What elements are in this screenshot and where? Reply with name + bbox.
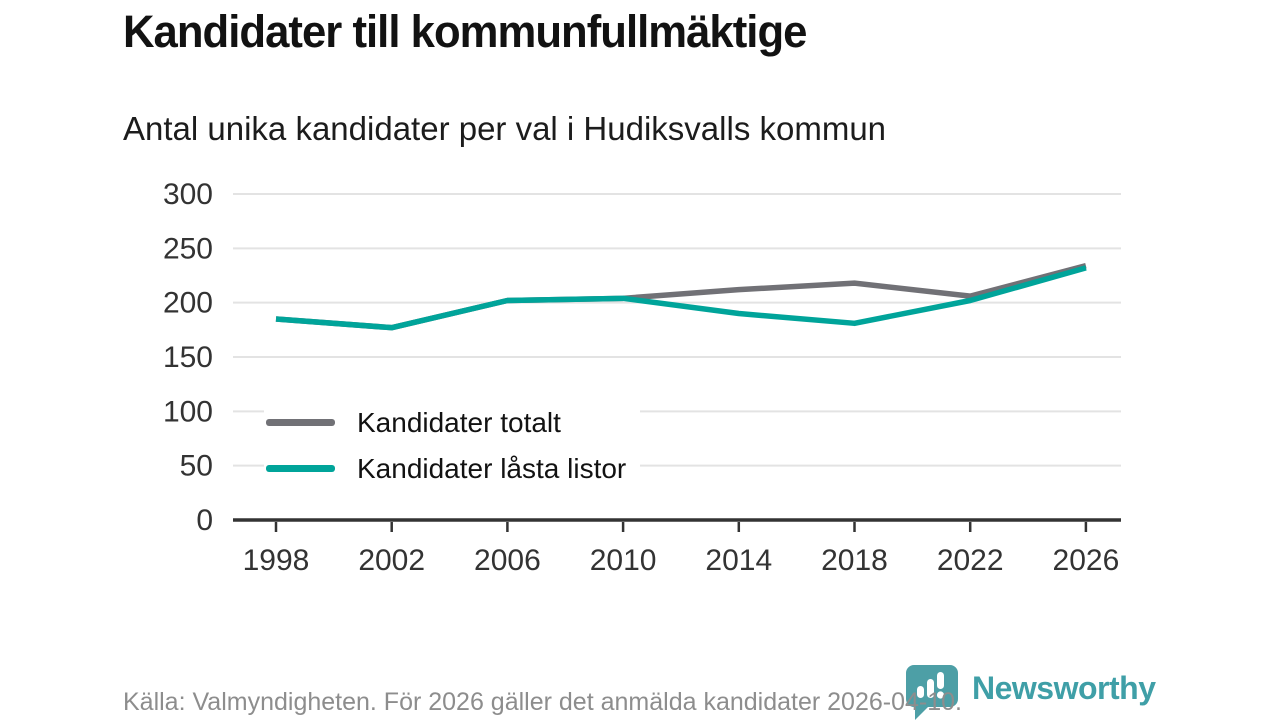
series-line-1	[275, 265, 1087, 331]
legend-label-total: Kandidater totalt	[357, 406, 561, 438]
series-line-0	[275, 263, 1087, 331]
chart-title: Kandidater till kommunfullmäktige	[123, 6, 807, 57]
x-tick-label: 1998	[243, 544, 310, 577]
x-tick-label: 2018	[821, 544, 888, 577]
y-tick-label: 150	[163, 341, 213, 374]
y-tick-label: 0	[196, 504, 213, 537]
legend-swatch-locked-lists	[266, 465, 335, 472]
chart-legend: Kandidater totalt Kandidater låsta listo…	[264, 402, 641, 489]
newsworthy-wordmark: Newsworthy	[972, 670, 1156, 706]
source-note: Källa: Valmyndigheten. För 2026 gäller d…	[123, 688, 962, 716]
y-tick-label: 100	[163, 395, 213, 428]
y-tick-label: 250	[163, 232, 213, 265]
x-tick-label: 2010	[590, 544, 657, 577]
legend-swatch-total	[266, 419, 335, 426]
y-tick-label: 50	[180, 450, 213, 483]
x-tick-label: 2014	[705, 544, 772, 577]
x-tick-label: 2002	[358, 544, 425, 577]
x-tick-label: 2022	[937, 544, 1004, 577]
legend-item-locked-lists: Kandidater låsta listor	[266, 451, 626, 486]
x-tick-label: 2006	[474, 544, 541, 577]
chart-subtitle: Antal unika kandidater per val i Hudiksv…	[123, 110, 887, 147]
x-tick-label: 2026	[1053, 544, 1120, 577]
bar-chart-speech-bubble-icon	[906, 665, 958, 720]
legend-item-total: Kandidater totalt	[266, 405, 626, 440]
y-tick-label: 200	[163, 287, 213, 320]
legend-label-locked-lists: Kandidater låsta listor	[357, 452, 627, 484]
y-tick-label: 300	[163, 178, 213, 211]
newsworthy-logo: Newsworthy	[897, 662, 1156, 720]
